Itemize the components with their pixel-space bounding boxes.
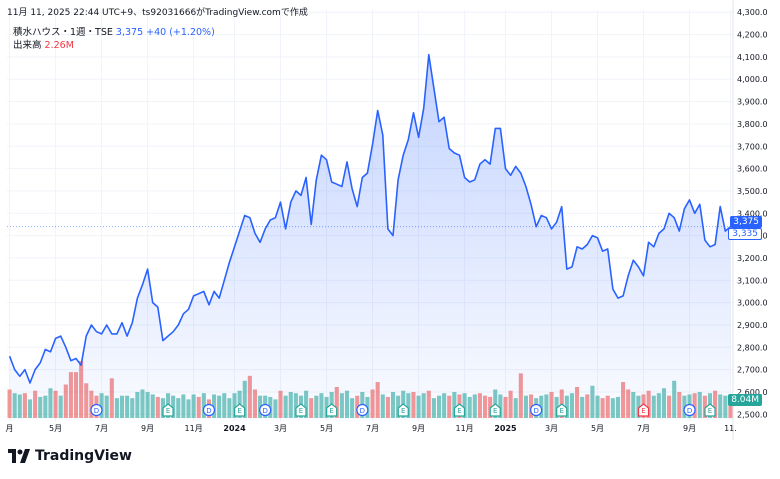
earnings-marker [556, 403, 568, 417]
x-tick-label: 11月 [185, 424, 203, 433]
event-marker-label: D [533, 407, 538, 415]
dividend-marker [90, 403, 103, 417]
price-change: +40 (+1.20%) [146, 27, 215, 38]
event-marker-label: E [560, 407, 564, 415]
price-line [8, 53, 731, 384]
y-tick-label: 3,600.0 [737, 165, 768, 174]
event-marker-label: E [708, 407, 712, 415]
symbol-legend: 積水ハウス・1週・TSE 3,375 +40 (+1.20%) [13, 24, 215, 38]
earnings-marker [295, 403, 307, 417]
y-tick-label: 3,900.0 [737, 98, 768, 107]
last-price-badge: 3,375 [730, 216, 762, 228]
earnings-marker [162, 403, 174, 417]
earnings-marker [489, 403, 501, 417]
x-tick-label: 5月 [591, 424, 604, 433]
earnings-marker [453, 403, 466, 417]
y-tick-label: 2,600.0 [737, 388, 768, 397]
y-tick-label: 3,000.0 [737, 299, 768, 308]
dividend-marker [259, 403, 272, 417]
volume-bar [7, 389, 12, 418]
x-tick-label: 7月 [95, 424, 108, 433]
y-tick-label: 3,400.0 [737, 209, 768, 218]
x-tick-label: 3月 [274, 424, 287, 433]
volume-label[interactable]: 出来高 [13, 40, 42, 51]
symbol-name[interactable]: 積水ハウス・1週・TSE [13, 27, 113, 38]
x-tick-label: 5月 [49, 424, 62, 433]
dividend-marker [356, 403, 369, 417]
earnings-marker [234, 403, 246, 417]
earnings-marker [397, 403, 409, 417]
volume-bar [728, 396, 733, 418]
event-marker-label: D [360, 407, 365, 415]
y-tick-label: 2,800.0 [737, 343, 768, 352]
x-tick-label: 11. [724, 424, 737, 433]
price-area-fill [9, 54, 731, 421]
event-marker-label: D [94, 407, 99, 415]
dividend-marker [530, 403, 543, 417]
x-tick-label: 2025 [494, 424, 517, 433]
earnings-marker [704, 403, 716, 417]
y-tick-label: 2,900.0 [737, 321, 768, 330]
earnings-marker [326, 403, 338, 417]
x-tick-label: 5月 [320, 424, 333, 433]
volume-legend: 出来高 2.26M [13, 37, 74, 51]
event-marker-label: E [329, 407, 333, 415]
event-marker-label: D [687, 407, 692, 415]
volume-value: 2.26M [44, 40, 74, 51]
event-marker-label: E [237, 407, 241, 415]
x-tick-label: 11月 [455, 424, 473, 433]
price-area [7, 53, 733, 421]
x-tick-label: 月 [6, 424, 14, 433]
event-marker-label: E [641, 407, 645, 415]
event-marker-label: E [299, 407, 303, 415]
tradingview-logo[interactable]: TradingView [8, 448, 132, 464]
y-tick-label: 2,500.0 [737, 410, 768, 419]
y-tick-label: 3,800.0 [737, 120, 768, 129]
x-tick-label: 3月 [545, 424, 558, 433]
dividend-marker [683, 403, 696, 417]
y-tick-label: 4,100.0 [737, 53, 768, 62]
x-tick-label: 7月 [366, 424, 379, 433]
event-marker-label: D [206, 407, 211, 415]
y-tick-label: 4,300.0 [737, 8, 768, 17]
volume-badge: 8.04M [728, 394, 762, 406]
event-marker-label: D [262, 407, 267, 415]
event-marker-label: E [493, 407, 497, 415]
y-tick-label: 4,000.0 [737, 75, 768, 84]
event-marker-label: E [457, 407, 461, 415]
y-tick-label: 3,500.0 [737, 187, 768, 196]
earnings-marker [637, 403, 650, 417]
x-tick-label: 2024 [223, 424, 246, 433]
dividend-marker [202, 403, 216, 417]
x-tick-label: 9月 [412, 424, 425, 433]
prev-close-badge: 3,335 [728, 228, 762, 240]
y-tick-label: 3,200.0 [737, 254, 768, 263]
x-tick-label: 9月 [683, 424, 696, 433]
x-tick-label: 9月 [141, 424, 154, 433]
event-marker-label: E [166, 407, 170, 415]
chart-caption: 11月 11, 2025 22:44 UTC+9、ts92031666がTrad… [7, 8, 308, 18]
brand-name: TradingView [35, 448, 132, 464]
y-tick-label: 4,200.0 [737, 31, 768, 40]
x-tick-label: 7月 [637, 424, 650, 433]
tradingview-icon [8, 449, 30, 463]
x-axis[interactable]: 月 5月 7月 9月 11月 2024 3月 5月 7月 9月 11月 2025 3月 5月 7月 9月 11. [6, 424, 737, 433]
y-tick-label: 3,100.0 [737, 276, 768, 285]
y-tick-label: 2,700.0 [737, 366, 768, 375]
y-tick-label: 3,700.0 [737, 142, 768, 151]
event-marker-label: E [401, 407, 405, 415]
last-price: 3,375 [115, 27, 144, 38]
